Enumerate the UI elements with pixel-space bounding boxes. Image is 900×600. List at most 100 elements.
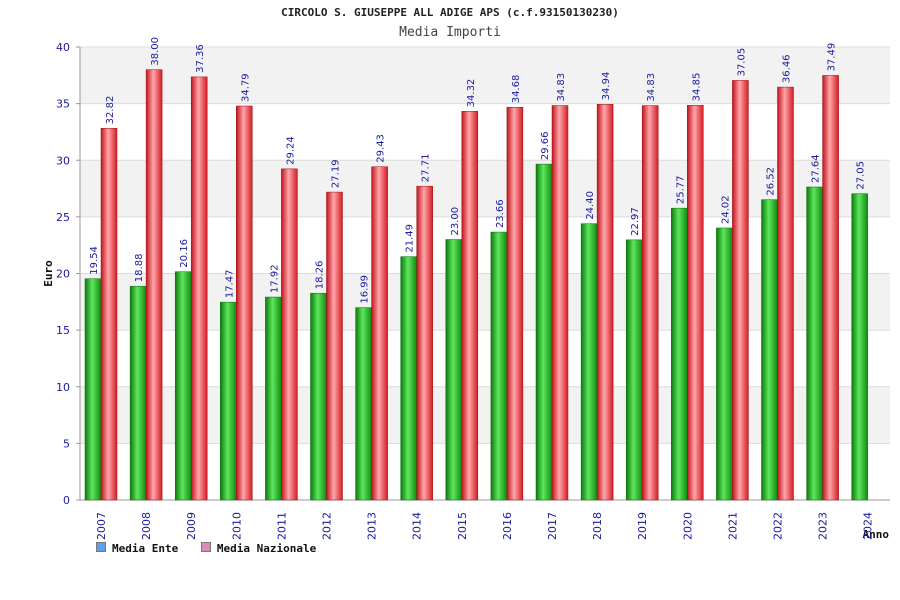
x-tick-label: 2019 [636, 512, 649, 540]
bar-media-nazionale [777, 86, 794, 501]
legend-label-media-nazionale: Media Nazionale [216, 542, 317, 555]
x-tick-label: 2016 [501, 512, 514, 540]
bar-media-nazionale [281, 168, 298, 501]
data-label: 17.47 [224, 270, 235, 299]
bar-media-ente [625, 239, 643, 501]
x-axis-label: Anno [863, 528, 890, 541]
bar-media-ente [761, 199, 778, 501]
bar-media-nazionale [596, 104, 614, 501]
data-label: 27.64 [811, 154, 822, 183]
data-label: 34.32 [466, 79, 477, 108]
data-label: 32.82 [105, 96, 116, 125]
y-axis-label: Euro [42, 260, 55, 287]
bar-media-ente [265, 296, 282, 501]
bar-media-ente [806, 186, 823, 501]
bar-media-nazionale [145, 69, 163, 501]
bar-media-ente [535, 163, 553, 501]
x-tick-label: 2022 [772, 512, 785, 540]
bar-media-ente [671, 207, 688, 501]
legend: Media Ente Media Nazionale [96, 542, 332, 555]
bar-media-nazionale [190, 76, 208, 501]
y-tick-label: 25 [56, 211, 70, 224]
bar-media-ente [716, 227, 733, 501]
data-label: 16.99 [360, 275, 371, 304]
x-tick-label: 2010 [230, 512, 243, 540]
bar-media-nazionale [371, 166, 388, 501]
y-tick-label: 30 [56, 154, 70, 167]
chart-title: CIRCOLO S. GIUSEPPE ALL ADIGE APS (c.f.9… [281, 6, 619, 19]
x-tick-label: 2011 [275, 512, 288, 540]
y-tick-label: 35 [56, 98, 70, 111]
bar-media-nazionale [822, 75, 839, 501]
data-label: 36.46 [782, 54, 793, 83]
bar-media-ente [310, 292, 327, 501]
data-label: 37.49 [827, 43, 838, 72]
bar-media-nazionale [687, 105, 704, 501]
data-label: 34.68 [511, 75, 522, 104]
x-tick-label: 2018 [591, 512, 604, 540]
bar-media-ente [851, 193, 868, 501]
bar-media-nazionale [326, 191, 343, 501]
data-label: 27.19 [331, 159, 342, 188]
data-label: 26.52 [766, 167, 777, 196]
data-label: 29.24 [285, 136, 296, 165]
bar-media-nazionale [732, 80, 749, 501]
y-tick-label: 20 [56, 268, 70, 281]
data-label: 27.71 [421, 154, 432, 183]
data-label: 20.16 [179, 239, 190, 268]
data-label: 34.85 [691, 73, 702, 102]
y-tick-label: 0 [63, 494, 70, 507]
x-tick-label: 2009 [185, 512, 198, 540]
data-label: 25.77 [675, 176, 686, 205]
bar-media-ente [490, 231, 508, 501]
bar-media-ente [445, 239, 463, 501]
data-label: 18.88 [134, 254, 145, 283]
grid-band [80, 273, 890, 331]
bar-media-nazionale [236, 105, 253, 501]
bar-media-nazionale [461, 111, 479, 501]
chart-subtitle: Media Importi [399, 25, 501, 40]
data-label: 24.02 [720, 195, 731, 224]
x-tick-label: 2014 [411, 512, 424, 540]
x-tick-label: 2020 [681, 512, 694, 540]
x-tick-label: 2015 [456, 512, 469, 540]
data-label: 27.05 [856, 161, 867, 190]
legend-item-media-ente: Media Ente [96, 542, 178, 555]
legend-swatch-media-nazionale [200, 542, 211, 552]
data-label: 29.66 [540, 131, 551, 160]
legend-label-media-ente: Media Ente [112, 542, 179, 555]
bar-media-ente [220, 301, 237, 501]
y-tick-label: 40 [56, 41, 70, 54]
bar-media-ente [129, 285, 147, 501]
data-label: 23.66 [495, 199, 506, 228]
bar-media-ente [580, 223, 598, 501]
bar-media-nazionale [506, 106, 524, 501]
data-label: 17.92 [269, 264, 280, 293]
bar-media-ente [355, 307, 372, 501]
x-tick-label: 2013 [366, 512, 379, 540]
bar-media-ente [174, 271, 192, 501]
x-tick-label: 2017 [546, 512, 559, 540]
bar-media-ente [400, 256, 417, 501]
x-tick-label: 2008 [140, 512, 153, 540]
data-label: 19.54 [89, 246, 100, 275]
data-label: 34.79 [240, 73, 251, 102]
grid-band [80, 160, 890, 217]
legend-swatch-media-ente [96, 542, 106, 552]
data-label: 37.05 [736, 48, 747, 77]
data-label: 24.40 [585, 191, 596, 220]
bar-media-nazionale [100, 128, 118, 501]
grid-band [80, 47, 890, 104]
data-label: 29.43 [376, 134, 387, 163]
data-label: 34.83 [556, 73, 567, 102]
legend-item-media-nazionale: Media Nazionale [200, 542, 317, 555]
bar-media-nazionale [551, 105, 569, 501]
x-tick-label: 2012 [321, 512, 334, 540]
x-tick-label: 2023 [817, 512, 830, 540]
data-label: 18.26 [315, 261, 326, 290]
data-label: 37.36 [195, 44, 206, 73]
grid-band [80, 386, 890, 444]
x-tick-label: 2021 [726, 512, 739, 540]
data-label: 21.49 [405, 224, 416, 253]
data-label: 23.00 [450, 207, 461, 236]
